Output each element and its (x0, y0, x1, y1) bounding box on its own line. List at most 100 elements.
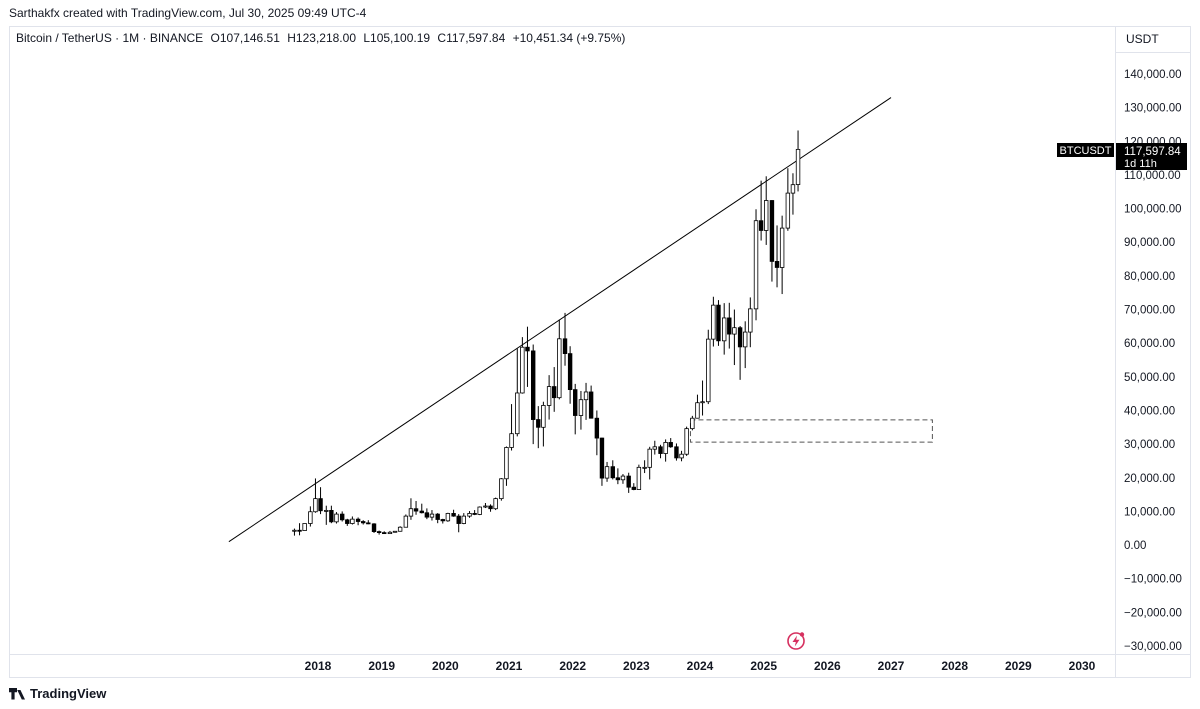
candle-body-down (774, 261, 780, 268)
candle (366, 520, 371, 525)
y-tick-label: 50,000.00 (1124, 372, 1175, 384)
candle-body-up (403, 515, 409, 528)
candle-body-down (631, 486, 636, 490)
candle (355, 517, 361, 526)
candle (413, 500, 419, 515)
candle (445, 512, 451, 522)
x-tick-label: 2021 (496, 659, 523, 673)
candle-body-down (562, 338, 568, 355)
currency-label[interactable]: USDT (1126, 32, 1159, 46)
candle-body-up (785, 192, 791, 229)
candle (706, 329, 711, 405)
candle (493, 497, 498, 511)
symbol-name[interactable]: Bitcoin / TetherUS · 1M · BINANCE (16, 31, 204, 45)
ohlc-high: H123,218.00 (287, 31, 356, 45)
candle (695, 394, 700, 419)
candle-body-up (652, 446, 657, 450)
candle (313, 478, 318, 513)
candle-body-up (429, 513, 435, 518)
candle-body-up (748, 308, 753, 333)
candle (541, 401, 546, 447)
symbol-legend[interactable]: Bitcoin / TetherUS · 1M · BINANCE O107,1… (16, 31, 629, 45)
candle-body-down (345, 519, 350, 524)
countdown-tag: 1d 11h (1124, 158, 1157, 170)
candle (371, 523, 377, 533)
candle (424, 508, 430, 520)
candle-body-up (499, 478, 504, 500)
candle (477, 506, 482, 516)
candle-body-up (483, 505, 488, 508)
y-tick-label: 80,000.00 (1124, 271, 1175, 283)
candle (748, 297, 753, 348)
candle (339, 511, 345, 522)
candle-body-up (620, 475, 626, 481)
support-zone-box[interactable] (689, 419, 933, 443)
candle (604, 461, 610, 482)
candle (620, 474, 626, 484)
tradingview-logo[interactable]: TradingView (9, 686, 106, 701)
candle (387, 530, 393, 535)
candle (727, 302, 732, 349)
candle-body-up (779, 227, 785, 268)
candle-body-up (700, 401, 705, 404)
candle-body-up (520, 346, 525, 394)
candle (690, 415, 695, 431)
candle-body-down (339, 513, 345, 521)
candle-body-up (706, 338, 711, 403)
candle (668, 438, 673, 448)
candle-body-up (578, 399, 584, 416)
candle-body-up (695, 402, 700, 419)
last-price-label[interactable]: BTCUSDT 117,597.84 1d 11h (1057, 143, 1187, 170)
candle-body-down (668, 442, 673, 448)
candle (392, 530, 398, 533)
candle-body-down (530, 350, 536, 420)
x-tick-label: 2019 (368, 659, 395, 673)
candle-body-up (397, 526, 403, 532)
candle (626, 472, 631, 493)
candle-body-down (626, 475, 631, 488)
x-tick-label: 2028 (941, 659, 968, 673)
candle (324, 505, 329, 525)
ohlc-low: L105,100.19 (363, 31, 431, 45)
candle-body-up (477, 506, 482, 515)
trendline[interactable] (228, 97, 892, 543)
lightning-icon[interactable] (786, 631, 806, 651)
candle-body-up (743, 331, 748, 348)
candle (345, 518, 350, 526)
candle (658, 444, 663, 459)
candle (578, 390, 584, 430)
candle-body-down (472, 513, 477, 515)
candle (520, 337, 525, 394)
candle-body-up (557, 338, 562, 399)
candle-body-up (302, 523, 307, 531)
candle-body-up (445, 513, 451, 522)
candle-body-up (583, 391, 589, 401)
candle-body-up (509, 433, 514, 448)
candle (546, 375, 552, 420)
y-tick-label: 30,000.00 (1124, 439, 1175, 451)
candle-body-down (371, 523, 377, 533)
candle-body-up (461, 515, 466, 524)
candle (419, 503, 424, 514)
candle (679, 450, 684, 462)
candle-body-down (573, 389, 578, 416)
candle (525, 326, 530, 387)
candle-body-down (297, 529, 302, 532)
candle-body-down (488, 505, 493, 510)
candle (610, 460, 615, 480)
candle (536, 406, 541, 449)
candle-body-up (663, 442, 668, 454)
x-tick-label: 2023 (623, 659, 650, 673)
x-tick-label: 2024 (687, 659, 714, 673)
candle (700, 380, 705, 416)
candle-body-up (732, 327, 737, 335)
candle-body-down (588, 391, 594, 419)
candle (769, 200, 775, 282)
candle (758, 180, 764, 241)
candle-body-up (684, 428, 689, 455)
candle-body-down (366, 522, 371, 525)
candle (737, 326, 743, 380)
candle-body-up (790, 184, 796, 194)
candle (504, 446, 509, 486)
